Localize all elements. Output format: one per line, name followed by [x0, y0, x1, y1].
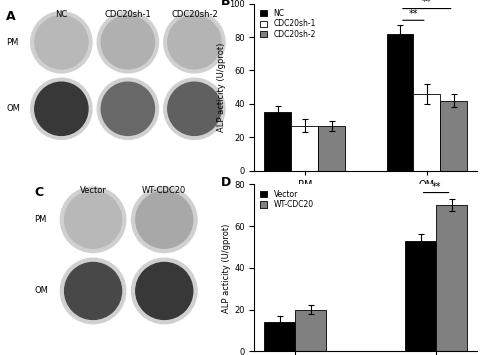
Text: A: A [6, 10, 16, 23]
Circle shape [65, 191, 121, 248]
Bar [318, 126, 345, 171]
Bar [265, 112, 291, 171]
Circle shape [101, 82, 154, 135]
Bar [436, 205, 467, 351]
Text: B: B [221, 0, 230, 8]
Bar [265, 322, 295, 351]
Circle shape [65, 262, 121, 320]
Bar [295, 310, 326, 351]
Text: CDC20sh-2: CDC20sh-2 [171, 10, 218, 20]
Text: OM: OM [34, 286, 48, 295]
Circle shape [35, 82, 88, 135]
Text: NC: NC [55, 10, 67, 20]
Circle shape [97, 12, 159, 73]
Circle shape [35, 16, 88, 69]
Bar [291, 126, 318, 171]
Circle shape [168, 16, 221, 69]
Text: C: C [34, 186, 43, 198]
Circle shape [60, 187, 126, 252]
Bar [387, 34, 414, 171]
Text: **: ** [422, 0, 431, 7]
Circle shape [164, 12, 225, 73]
Circle shape [164, 78, 225, 140]
Circle shape [60, 258, 126, 324]
Circle shape [168, 82, 221, 135]
Y-axis label: ALP acticity (U/gprot): ALP acticity (U/gprot) [217, 43, 226, 132]
Bar [405, 241, 436, 351]
Text: PM: PM [6, 38, 18, 47]
Text: PM: PM [34, 215, 46, 224]
Text: **: ** [409, 9, 418, 19]
Circle shape [136, 262, 193, 320]
Circle shape [136, 191, 193, 248]
Circle shape [101, 16, 154, 69]
Circle shape [31, 78, 92, 140]
Bar [440, 100, 467, 171]
Text: OM: OM [6, 104, 20, 113]
Circle shape [31, 12, 92, 73]
Bar [414, 94, 440, 171]
Text: WT-CDC20: WT-CDC20 [142, 186, 187, 195]
Circle shape [97, 78, 159, 140]
Legend: NC, CDC20sh-1, CDC20sh-2: NC, CDC20sh-1, CDC20sh-2 [258, 7, 317, 40]
Text: **: ** [431, 181, 441, 191]
Text: CDC20sh-1: CDC20sh-1 [105, 10, 151, 20]
Text: D: D [221, 176, 231, 189]
Legend: Vector, WT-CDC20: Vector, WT-CDC20 [258, 188, 315, 211]
Circle shape [132, 258, 197, 324]
Circle shape [132, 187, 197, 252]
Y-axis label: ALP acticity (U/gprot): ALP acticity (U/gprot) [222, 223, 231, 312]
Text: Vector: Vector [80, 186, 107, 195]
